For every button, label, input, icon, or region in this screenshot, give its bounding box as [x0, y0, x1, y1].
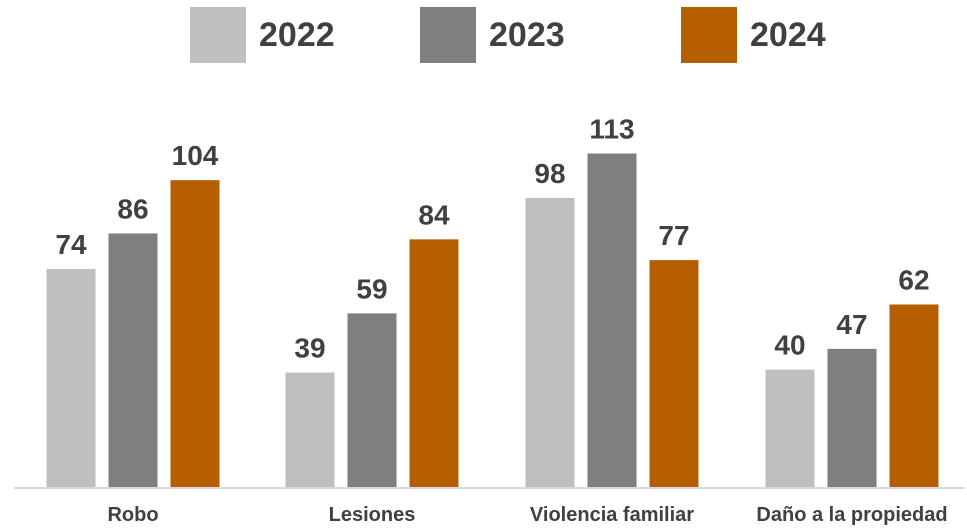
legend-label-2024: 2024 [750, 16, 826, 54]
bar-2022-3 [765, 369, 815, 488]
bar-2024-0 [170, 180, 220, 488]
bar-2024-2 [649, 260, 699, 488]
value-label-2022-0: 74 [55, 229, 87, 260]
value-label-2022-2: 98 [534, 158, 565, 189]
value-label-2023-3: 47 [836, 309, 867, 340]
legend-swatch-2022 [190, 7, 246, 63]
value-label-2024-2: 77 [658, 220, 689, 251]
value-label-2023-2: 113 [589, 114, 634, 145]
category-label-1: Lesiones [329, 504, 416, 526]
bar-2023-0 [108, 233, 158, 488]
category-label-2: Violencia familiar [530, 504, 694, 526]
legend-label-2023: 2023 [489, 16, 565, 54]
legend-swatch-2023 [420, 7, 476, 63]
category-labels-layer: Robo Lesiones Violencia familiar Daño a la … [107, 504, 947, 526]
value-label-2022-1: 39 [294, 333, 325, 364]
legend-swatch-2024 [681, 7, 737, 63]
value-label-2024-3: 62 [898, 264, 929, 295]
chart-legend: 2022 2023 2024 [0, 0, 967, 70]
bar-2024-1 [409, 239, 459, 488]
bar-2022-0 [46, 268, 96, 488]
category-label-3: Daño a la propiedad [756, 504, 947, 526]
bars-layer [46, 153, 939, 489]
bar-2024-3 [889, 304, 939, 488]
bar-2023-2 [587, 153, 637, 488]
bar-2023-1 [347, 313, 397, 488]
value-label-2024-1: 84 [418, 199, 450, 230]
category-label-0: Robo [107, 504, 158, 526]
bar-2023-3 [827, 348, 877, 488]
bar-2022-2 [525, 197, 575, 489]
value-labels-layer: 74 86 104 39 59 84 98 113 77 40 47 62 [55, 114, 929, 364]
value-label-2024-0: 104 [172, 140, 219, 171]
value-label-2023-0: 86 [117, 193, 148, 224]
bar-2022-1 [285, 372, 335, 488]
legend-label-2022: 2022 [259, 16, 335, 54]
value-label-2023-1: 59 [356, 273, 387, 304]
value-label-2022-3: 40 [774, 330, 805, 361]
